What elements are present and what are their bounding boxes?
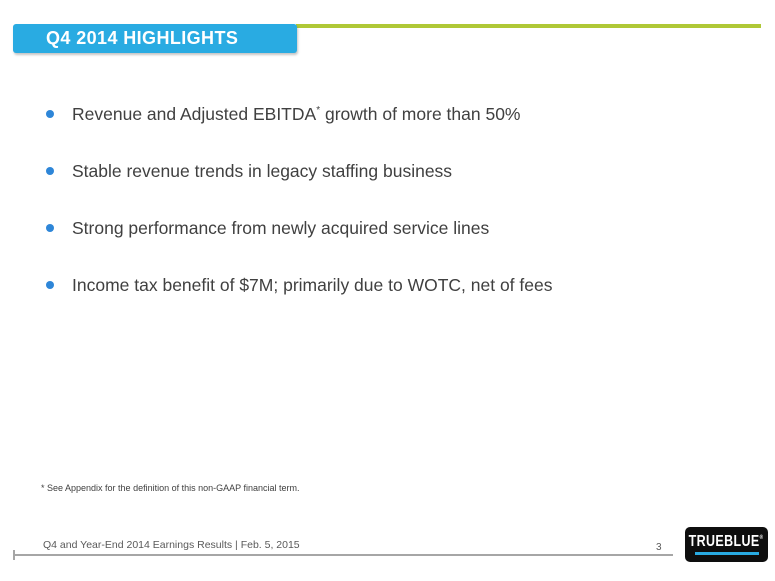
bullet-dot-icon [46, 224, 54, 232]
registered-trademark-icon: ® [760, 535, 764, 541]
bullet-text: Revenue and Adjusted EBITDA* growth of m… [72, 104, 521, 124]
footnote: * See Appendix for the definition of thi… [41, 483, 300, 493]
bullet-dot-icon [46, 110, 54, 118]
list-item: Strong performance from newly acquired s… [43, 217, 745, 239]
top-accent-rule [296, 24, 761, 28]
bullet-list: Revenue and Adjusted EBITDA* growth of m… [43, 103, 745, 331]
page-number: 3 [656, 542, 662, 553]
slide-title-bar: Q4 2014 HIGHLIGHTS [13, 24, 297, 53]
trueblue-logo-underline [694, 552, 759, 555]
bullet-dot-icon [46, 167, 54, 175]
slide-title: Q4 2014 HIGHLIGHTS [46, 28, 239, 48]
trueblue-logo-text: TRUEBLUE® [689, 533, 764, 550]
list-item: Income tax benefit of $7M; primarily due… [43, 274, 745, 296]
footer-label: Q4 and Year-End 2014 Earnings Results | … [43, 539, 300, 551]
bullet-dot-icon [46, 281, 54, 289]
trueblue-logo: TRUEBLUE® [685, 527, 768, 562]
footer-rule [13, 554, 673, 556]
bullet-text: Stable revenue trends in legacy staffing… [72, 161, 453, 181]
list-item: Stable revenue trends in legacy staffing… [43, 160, 745, 182]
bullet-text: Strong performance from newly acquired s… [72, 218, 490, 238]
footnote-asterisk: * [316, 105, 321, 117]
list-item: Revenue and Adjusted EBITDA* growth of m… [43, 103, 745, 125]
bullet-text: Income tax benefit of $7M; primarily due… [72, 275, 553, 295]
